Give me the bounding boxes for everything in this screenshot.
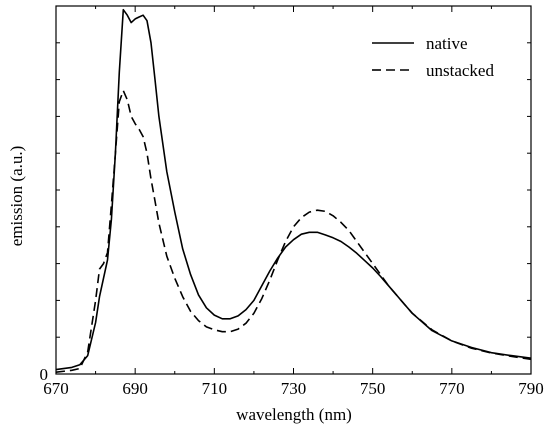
legend-label-unstacked: unstacked: [426, 61, 494, 80]
legend-label-native: native: [426, 34, 468, 53]
x-tick-label: 690: [122, 379, 148, 398]
x-tick-label: 770: [439, 379, 465, 398]
x-tick-label: 750: [360, 379, 386, 398]
y-axis-label: emission (a.u.): [7, 146, 26, 247]
chart-marks: 670 690 710 730 750 770 790 0 native unstacked: [40, 5, 544, 398]
x-tick-label: 710: [202, 379, 228, 398]
x-tick-label: 790: [518, 379, 544, 398]
x-tick-label: 670: [43, 379, 69, 398]
series-line-unstacked: [55, 89, 532, 373]
x-tick-label: 730: [281, 379, 307, 398]
x-axis-label: wavelength (nm): [236, 405, 352, 424]
y-tick-label: 0: [40, 365, 49, 384]
